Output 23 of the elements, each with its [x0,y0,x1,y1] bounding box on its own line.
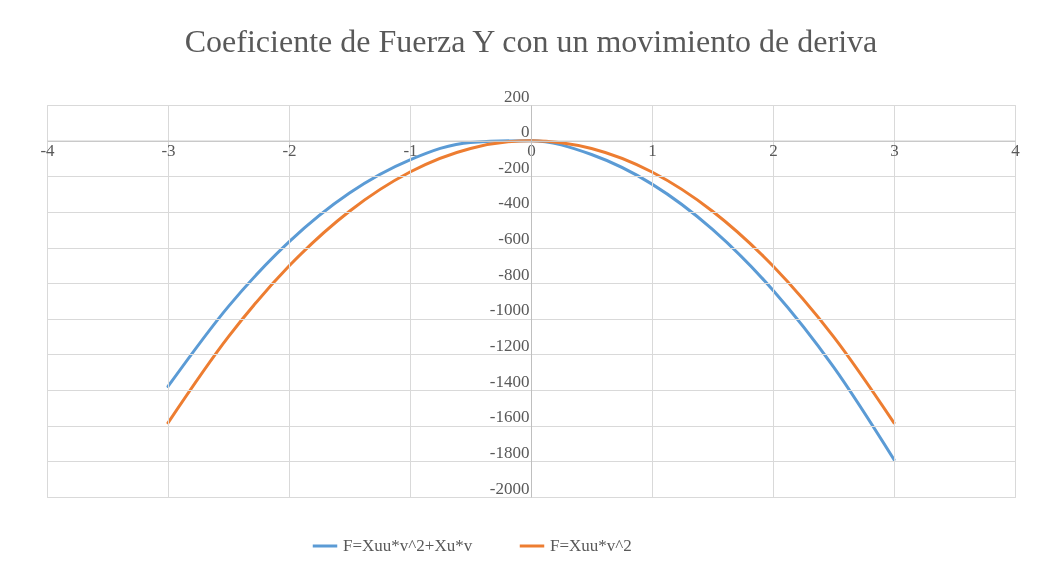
y-tick-label: -1400 [489,371,530,391]
y-tick-label: -1600 [489,407,530,427]
y-tick-label: -200 [498,157,530,177]
x-tick-label: -2 [282,141,297,161]
x-tick-label: 2 [769,141,778,161]
y-tick-label: -600 [498,229,530,249]
chart-title: Coeficiente de Fuerza Y con un movimiento de deriva [184,23,878,59]
y-tick-label: -1800 [489,442,530,462]
legend-label: F=Xuu*v^2+Xu*v [343,536,473,555]
y-tick-label: -1000 [489,300,530,320]
y-tick-label: 200 [504,86,530,106]
x-tick-label: -1 [403,141,418,161]
legend-label: F=Xuu*v^2 [550,536,632,555]
x-tick-label: -3 [161,141,176,161]
y-tick-label: -800 [498,264,530,284]
x-tick-label: 1 [648,141,657,161]
y-tick-label: -400 [498,193,530,213]
x-tick-label: 4 [1011,141,1021,161]
x-tick-label: 3 [890,141,899,161]
y-tick-label: -1200 [489,335,530,355]
x-tick-label: -4 [40,141,56,161]
y-tick-label: -2000 [489,478,530,498]
y-tick-label: 0 [521,122,530,142]
